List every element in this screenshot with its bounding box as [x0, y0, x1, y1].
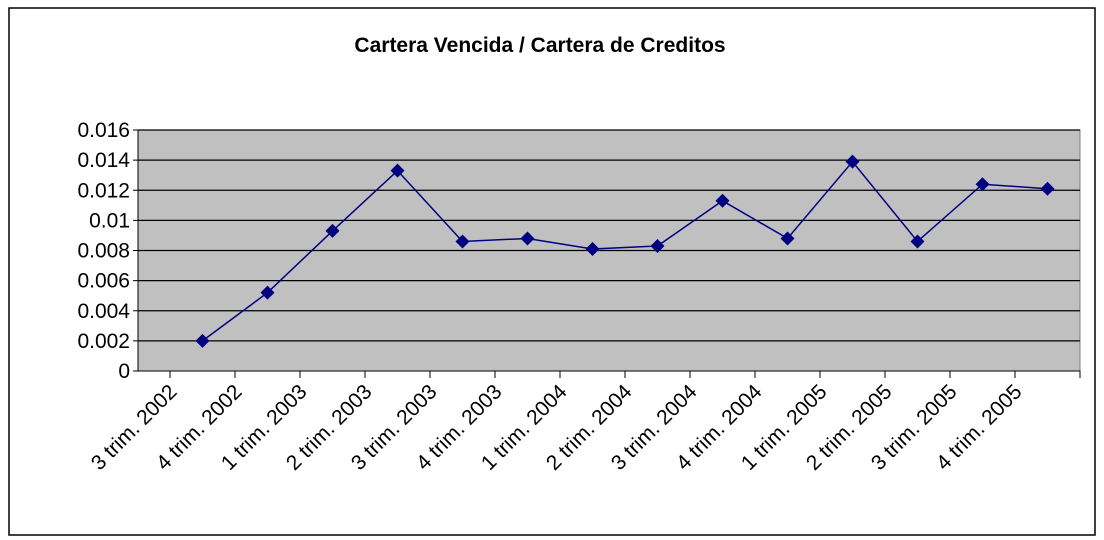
marker [390, 163, 405, 178]
marker [910, 234, 925, 249]
y-tick-label: 0.002 [77, 330, 130, 353]
marker [455, 234, 470, 249]
y-tick-label: 0.01 [89, 209, 130, 232]
y-tick-label: 0.008 [77, 240, 130, 263]
y-tick-label: 0.006 [77, 270, 130, 293]
y-tick-label: 0.004 [77, 300, 130, 323]
marker [325, 223, 340, 238]
marker [975, 177, 990, 192]
marker [650, 238, 665, 253]
marker [780, 231, 795, 246]
series-line [202, 160, 1048, 342]
marker [585, 241, 600, 256]
chart-title: Cartera Vencida / Cartera de Creditos [354, 34, 725, 57]
y-tick-label: 0.014 [77, 149, 130, 172]
marker [715, 193, 730, 208]
y-tick-label: 0.016 [77, 119, 130, 142]
marker [260, 285, 275, 300]
marker [195, 333, 210, 348]
y-tick-label: 0 [118, 360, 130, 383]
marker [520, 231, 535, 246]
y-tick-label: 0.012 [77, 179, 130, 202]
marker [845, 154, 860, 169]
marker [1040, 181, 1055, 196]
